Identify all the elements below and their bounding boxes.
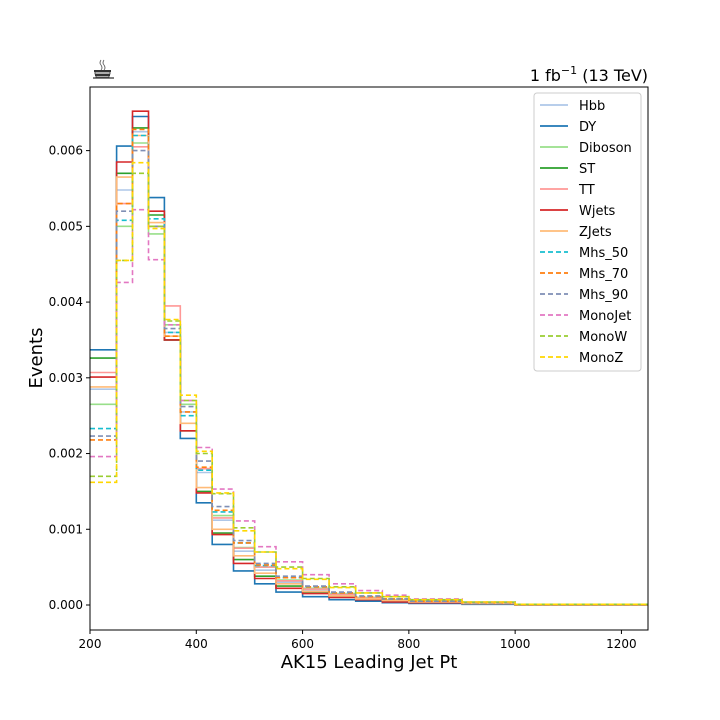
coffee-cup-icon [93, 59, 114, 79]
lumi-label: 1 fb−1 (13 TeV) [530, 64, 648, 85]
y-tick-label: 0.001 [49, 522, 83, 536]
legend-label: Wjets [579, 204, 616, 219]
legend-label: Mhs_70 [579, 267, 628, 282]
series-line-monojet [90, 208, 648, 606]
legend-label: Hbb [579, 99, 605, 114]
legend-label: DY [579, 120, 596, 135]
series-line-monow [90, 172, 648, 606]
x-axis: 200 400 600 800 1000 1200 [79, 630, 637, 651]
lumi-suffix: (13 TeV) [577, 66, 648, 85]
legend-label: Diboson [579, 141, 632, 156]
y-tick-label: 0.003 [49, 371, 83, 385]
legend: Hbb DY Diboson ST TT Wjets ZJets Mhs_50 Mhs_70 Mh… [533, 92, 642, 372]
legend-label: Mhs_90 [579, 288, 628, 303]
lumi-exponent: −1 [561, 64, 577, 77]
legend-box [533, 92, 642, 372]
y-tick-label: 0.006 [49, 144, 83, 158]
x-tick-label: 200 [79, 637, 102, 651]
y-tick-label: 0.000 [49, 598, 83, 612]
legend-label: MonoZ [579, 351, 623, 366]
legend-label: ZJets [579, 225, 612, 240]
legend-label: ST [579, 162, 595, 177]
series-layer [90, 110, 648, 606]
y-axis-label: Events [26, 328, 47, 389]
lumi-value: 1 fb [530, 66, 561, 85]
legend-label: MonoW [579, 330, 627, 345]
y-tick-label: 0.005 [49, 219, 83, 233]
x-tick-label: 800 [397, 637, 420, 651]
legend-label: MonoJet [579, 309, 631, 324]
y-tick-label: 0.002 [49, 447, 83, 461]
x-tick-label: 1200 [606, 637, 637, 651]
y-axis: 0.000 0.001 0.002 0.003 0.004 0.005 0.006 [49, 144, 90, 612]
x-axis-label: AK15 Leading Jet Pt [281, 652, 458, 673]
x-tick-label: 400 [185, 637, 208, 651]
legend-label: TT [578, 183, 595, 198]
y-tick-label: 0.004 [49, 295, 83, 309]
x-tick-label: 600 [291, 637, 314, 651]
legend-label: Mhs_50 [579, 246, 628, 261]
x-tick-label: 1000 [500, 637, 531, 651]
plot-frame [89, 86, 649, 631]
series-line-monoz [90, 161, 648, 606]
